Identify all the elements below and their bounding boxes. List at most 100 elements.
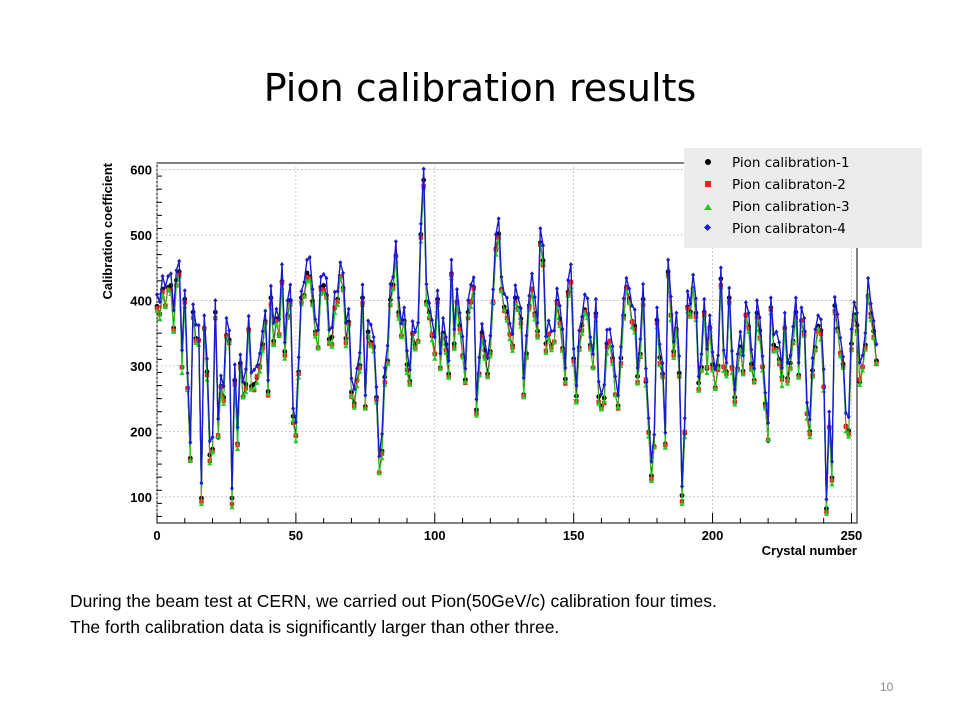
- data-point: [460, 334, 465, 339]
- data-point: [343, 320, 348, 326]
- data-point: [487, 353, 493, 359]
- data-point: [799, 305, 804, 311]
- data-point: [605, 327, 609, 333]
- data-point: [238, 352, 243, 358]
- data-point: [632, 307, 637, 313]
- data-point: [396, 295, 401, 301]
- data-point: [832, 294, 837, 300]
- data-point: [260, 328, 265, 334]
- data-point: [755, 298, 759, 303]
- data-point: [248, 386, 255, 392]
- data-point: [457, 310, 462, 316]
- x-tick-label: 200: [702, 528, 724, 543]
- data-point: [598, 406, 605, 412]
- data-point: [230, 485, 234, 491]
- data-point: [430, 317, 434, 323]
- data-point: [326, 339, 332, 345]
- data-point: [357, 350, 362, 356]
- data-point: [280, 262, 284, 267]
- data-point: [746, 310, 751, 316]
- data-point: [630, 303, 634, 309]
- blue-diamond-icon: [703, 223, 712, 232]
- data-point: [780, 365, 784, 371]
- data-point: [671, 355, 677, 361]
- data-point: [277, 317, 282, 322]
- data-point: [351, 405, 357, 410]
- data-point: [824, 497, 829, 502]
- data-point: [185, 370, 190, 376]
- data-point: [243, 389, 249, 395]
- data-point: [288, 282, 293, 288]
- data-point: [648, 478, 655, 484]
- data-point: [718, 265, 723, 271]
- x-tick-label: 0: [153, 528, 160, 543]
- data-point: [496, 216, 501, 222]
- green-triangle-icon: [704, 204, 712, 210]
- data-point: [813, 326, 818, 332]
- data-point: [441, 315, 446, 321]
- data-point: [776, 359, 782, 364]
- data-point: [543, 350, 549, 355]
- axes-layer: 0 50 100 150 200 250 100 200 300 400 500 600 Crystal…: [100, 162, 862, 558]
- data-point: [229, 504, 235, 510]
- data-point: [599, 391, 604, 397]
- data-point: [671, 339, 676, 345]
- data-point: [507, 336, 513, 342]
- data-point: [652, 432, 657, 438]
- data-point: [615, 404, 621, 410]
- data-point: [407, 367, 412, 373]
- series-layer: [154, 166, 880, 516]
- data-point: [691, 272, 696, 278]
- data-point: [588, 334, 593, 340]
- data-point: [488, 333, 493, 339]
- data-point: [663, 430, 668, 436]
- data-point: [866, 275, 871, 281]
- data-point: [752, 366, 757, 371]
- legend-item-3: Pion calibration-3: [684, 196, 922, 218]
- data-point: [224, 315, 229, 321]
- data-point: [624, 275, 629, 281]
- data-point: [862, 346, 868, 352]
- data-point: [873, 360, 880, 366]
- data-point: [316, 327, 321, 333]
- data-point: [746, 326, 751, 331]
- data-point: [182, 288, 187, 294]
- data-point: [265, 391, 271, 397]
- data-point: [338, 260, 343, 265]
- data-point: [816, 313, 821, 318]
- data-point: [627, 286, 632, 292]
- data-point: [535, 320, 540, 326]
- data-point: [374, 384, 379, 390]
- data-point: [688, 301, 693, 307]
- data-point: [154, 308, 160, 313]
- data-point: [404, 370, 410, 376]
- data-point: [732, 387, 737, 392]
- data-point: [641, 281, 646, 287]
- data-point: [785, 360, 790, 366]
- data-point: [582, 292, 587, 297]
- data-point: [555, 286, 559, 292]
- data-point: [593, 296, 598, 302]
- data-point: [388, 281, 393, 287]
- data-point: [380, 431, 384, 437]
- data-point: [751, 378, 757, 384]
- data-point: [415, 338, 421, 344]
- data-point: [432, 334, 437, 340]
- data-point: [757, 315, 762, 320]
- data-point: [421, 166, 426, 172]
- data-point: [802, 315, 807, 321]
- data-point: [307, 277, 313, 283]
- data-point: [771, 348, 777, 354]
- data-point: [666, 257, 671, 263]
- data-point: [241, 379, 246, 385]
- data-point: [604, 344, 610, 350]
- x-tick-label: 50: [289, 528, 303, 543]
- data-point: [499, 274, 504, 280]
- data-point: [577, 328, 582, 333]
- data-point: [846, 414, 851, 420]
- data-point: [165, 286, 171, 292]
- data-point: [307, 254, 312, 260]
- data-point: [163, 284, 168, 290]
- data-point: [707, 313, 712, 318]
- data-point: [871, 335, 877, 341]
